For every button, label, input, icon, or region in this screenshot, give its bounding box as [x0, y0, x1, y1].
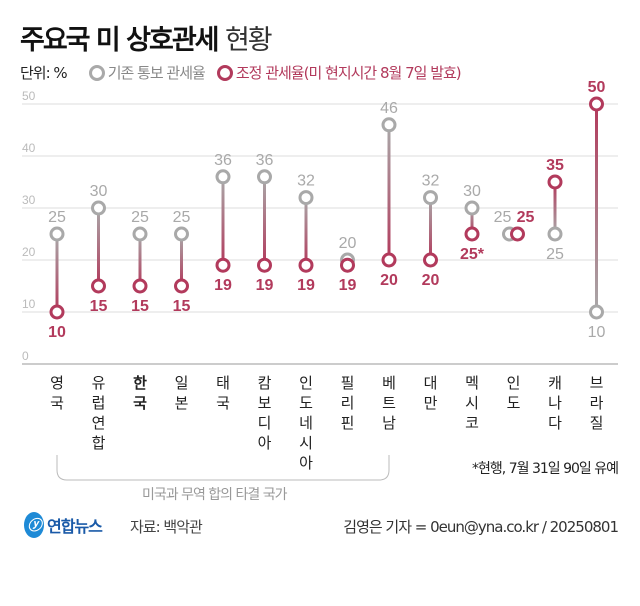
adjusted-point — [215, 257, 231, 273]
original-point — [49, 226, 65, 242]
adjusted-value-label: 19 — [256, 277, 274, 294]
adjusted-point — [340, 257, 355, 273]
original-value-label: 25 — [131, 209, 149, 226]
original-value-label: 25 — [546, 246, 564, 263]
original-point — [547, 226, 563, 242]
source: 자료: 백악관 — [130, 518, 203, 536]
adjusted-value-label: 20 — [422, 272, 440, 289]
legend-adjusted-marker-icon — [216, 64, 233, 81]
y-tick-label: 30 — [22, 193, 36, 207]
original-point — [423, 190, 438, 206]
y-tick-label: 50 — [22, 89, 36, 103]
legend-original-marker-icon — [88, 64, 105, 81]
original-point — [589, 304, 604, 320]
logo-text: 연합뉴스 — [47, 517, 103, 536]
adjusted-point — [423, 252, 438, 268]
adjusted-value-label: 35 — [546, 157, 564, 174]
adjusted-value-label: 15 — [131, 298, 149, 315]
original-value-label: 30 — [463, 183, 481, 200]
original-value-label: 20 — [339, 235, 357, 252]
adjusted-value-label: 19 — [214, 277, 232, 294]
original-value-label: 30 — [90, 183, 108, 200]
original-point — [132, 226, 148, 242]
yonhap-logo: ⓨ 연합뉴스 — [24, 512, 103, 538]
adjusted-point — [381, 252, 397, 268]
y-tick-label: 10 — [22, 297, 36, 311]
original-point — [174, 226, 189, 242]
y-tick-label: 20 — [22, 245, 36, 259]
title-bold: 주요국 미 상호관세 — [20, 25, 220, 56]
credit: 김영은 기자 = 0eun@yna.co.kr / 20250801 — [343, 518, 619, 536]
original-value-label: 25 — [494, 209, 512, 226]
adjusted-point — [510, 226, 525, 242]
legend: 단위: % 기존 통보 관세율 조정 관세율(미 현지시간 8월 7일 발효) — [20, 62, 462, 83]
legend-adjusted: 조정 관세율(미 현지시간 8월 7일 발효) — [235, 64, 462, 82]
original-value-label: 25 — [48, 209, 66, 226]
original-value-label: 32 — [297, 173, 315, 190]
original-value-label: 25 — [173, 209, 191, 226]
footnote: *현행, 7월 31일 90일 유예 — [472, 461, 619, 477]
original-value-label: 10 — [588, 324, 606, 341]
y-tick-label: 0 — [22, 349, 29, 363]
agreement-bracket — [56, 455, 390, 481]
original-point — [257, 169, 272, 185]
original-point — [381, 117, 397, 133]
adjusted-point — [298, 257, 314, 273]
original-point — [91, 200, 106, 216]
title-light: 현황 — [224, 25, 273, 56]
adjusted-value-label: 20 — [380, 272, 398, 289]
adjusted-value-label: 19 — [297, 277, 315, 294]
adjusted-point — [49, 304, 65, 320]
original-point — [464, 200, 480, 216]
original-value-label: 36 — [256, 152, 274, 169]
original-point — [298, 190, 314, 206]
adjusted-value-label: 15 — [90, 298, 108, 315]
adjusted-value-label: 10 — [48, 324, 66, 341]
adjusted-point — [174, 278, 189, 294]
adjusted-value-label: 19 — [339, 277, 357, 294]
original-point — [215, 169, 231, 185]
adjusted-point — [547, 174, 563, 190]
adjusted-point — [464, 226, 480, 242]
adjusted-value-label: 25 — [517, 209, 535, 226]
adjusted-point — [91, 278, 106, 294]
adjusted-value-label: 15 — [173, 298, 191, 315]
original-value-label: 36 — [214, 152, 232, 169]
adjusted-point — [257, 257, 272, 273]
original-value-label: 32 — [422, 173, 440, 190]
y-tick-label: 40 — [22, 141, 36, 155]
adjusted-value-label: 25* — [460, 246, 485, 263]
legend-original: 기존 통보 관세율 — [107, 64, 206, 82]
adjusted-value-label: 50 — [588, 79, 606, 96]
adjusted-point — [589, 96, 604, 112]
unit-label: 단위: % — [20, 64, 68, 82]
adjusted-point — [132, 278, 148, 294]
bracket-label: 미국과 무역 합의 타결 국가 — [142, 487, 287, 503]
chart-title: 주요국 미 상호관세 현황 — [20, 18, 273, 57]
original-value-label: 46 — [380, 100, 398, 117]
